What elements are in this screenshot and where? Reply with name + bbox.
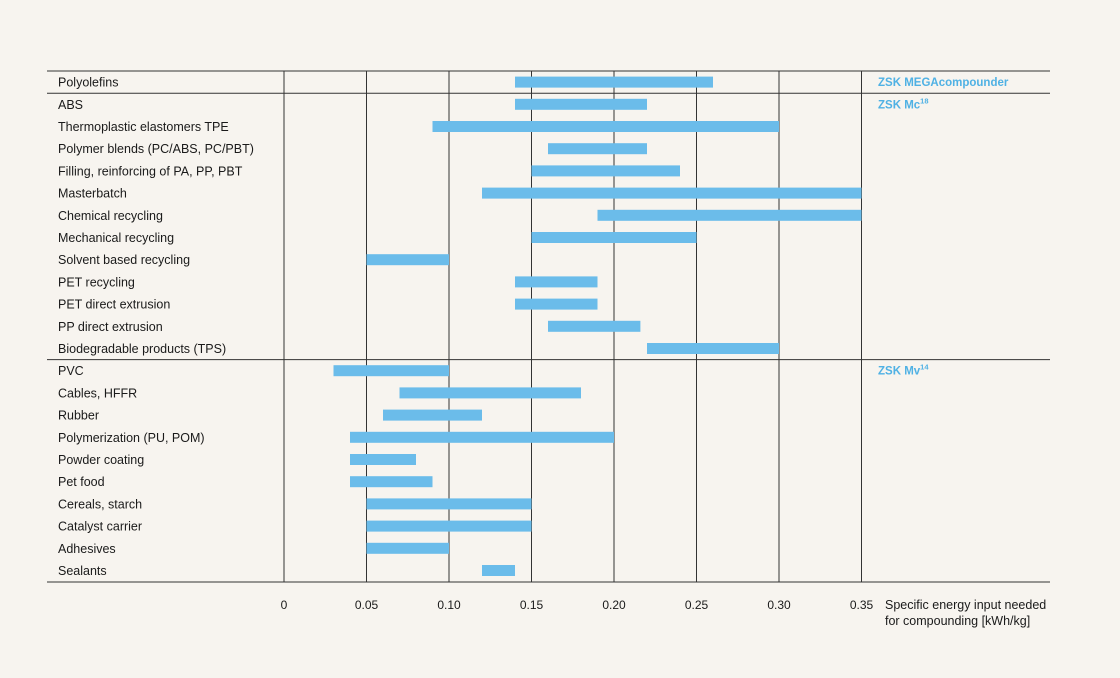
range-bar xyxy=(482,187,862,199)
x-tick-label: 0.30 xyxy=(767,598,791,612)
x-tick-label: 0.20 xyxy=(602,598,626,612)
category-label: Powder coating xyxy=(58,453,144,467)
x-tick-label: 0.05 xyxy=(355,598,379,612)
range-bar xyxy=(647,343,779,354)
group-rules xyxy=(47,70,1050,583)
x-axis-title-line-1: Specific energy input needed xyxy=(885,598,1046,612)
category-label: Adhesives xyxy=(58,542,116,556)
group-label-superscript: 14 xyxy=(920,363,929,372)
range-bar xyxy=(366,498,532,510)
range-bar xyxy=(515,98,647,110)
category-label: PP direct extrusion xyxy=(58,320,163,334)
category-label: Cereals, starch xyxy=(58,497,142,511)
x-tick-labels: 0 0.05 0.10 0.15 0.20 0.25 0.30 0.35 xyxy=(281,598,874,612)
range-bar xyxy=(597,209,862,221)
category-label: Polyolefins xyxy=(58,76,118,90)
group-label: ZSK Mc18 xyxy=(878,96,929,111)
group-label-text: ZSK Mv xyxy=(878,366,921,378)
category-label: PET direct extrusion xyxy=(58,298,170,312)
range-bar xyxy=(432,121,779,132)
x-tick-label: 0.25 xyxy=(685,598,709,612)
category-label: Catalyst carrier xyxy=(58,520,142,534)
range-bar xyxy=(399,387,581,399)
range-bar xyxy=(366,254,449,266)
category-label: Masterbatch xyxy=(58,187,127,201)
x-axis-title: Specific energy input needed for compoun… xyxy=(885,598,1050,628)
category-label: Cables, HFFR xyxy=(58,386,137,400)
range-bar xyxy=(548,320,641,332)
range-bar xyxy=(515,276,598,288)
range-bar xyxy=(366,542,449,554)
category-label: Thermoplastic elastomers TPE xyxy=(58,120,229,134)
category-labels: Polyolefins ABS Thermoplastic elastomers T… xyxy=(58,76,254,578)
group-label: ZSK Mv14 xyxy=(878,363,929,378)
category-label: Filling, reinforcing of PA, PP, PBT xyxy=(58,164,243,178)
range-bar xyxy=(350,454,416,465)
category-label: Pet food xyxy=(58,475,105,489)
category-label: Polymerization (PU, POM) xyxy=(58,431,205,445)
category-label: PET recycling xyxy=(58,275,135,289)
range-bars xyxy=(333,76,862,576)
range-bar xyxy=(531,165,680,177)
category-label: Solvent based recycling xyxy=(58,253,190,267)
category-label: Mechanical recycling xyxy=(58,231,174,245)
category-label: Polymer blends (PC/ABS, PC/PBT) xyxy=(58,142,254,156)
group-label-text: ZSK MEGAcompounder xyxy=(878,77,1009,89)
range-bar xyxy=(548,143,647,155)
x-tick-label: 0.15 xyxy=(520,598,544,612)
category-label: PVC xyxy=(58,364,84,378)
category-label: Biodegradable products (TPS) xyxy=(58,342,226,356)
group-label-superscript: 18 xyxy=(920,96,928,105)
group-labels: ZSK MEGAcompounder ZSK Mc18 ZSK Mv14 xyxy=(878,77,1009,378)
range-bar xyxy=(515,298,598,310)
range-bar xyxy=(333,365,449,377)
category-label: Chemical recycling xyxy=(58,209,163,223)
range-bar xyxy=(515,76,713,88)
category-label: Rubber xyxy=(58,409,99,423)
category-label: ABS xyxy=(58,98,83,112)
range-bar xyxy=(482,565,515,576)
range-bar xyxy=(366,520,532,532)
group-label: ZSK MEGAcompounder xyxy=(878,77,1009,89)
range-bar xyxy=(531,232,697,243)
range-bar xyxy=(350,431,614,443)
x-tick-label: 0.35 xyxy=(850,598,874,612)
range-bar xyxy=(350,476,433,488)
range-bar xyxy=(383,409,482,421)
x-tick-label: 0.10 xyxy=(437,598,461,612)
x-axis-title-line-2: for compounding [kWh/kg] xyxy=(885,614,1030,628)
x-tick-label: 0 xyxy=(281,598,288,612)
group-label-text: ZSK Mc xyxy=(878,99,921,111)
category-label: Sealants xyxy=(58,564,107,578)
